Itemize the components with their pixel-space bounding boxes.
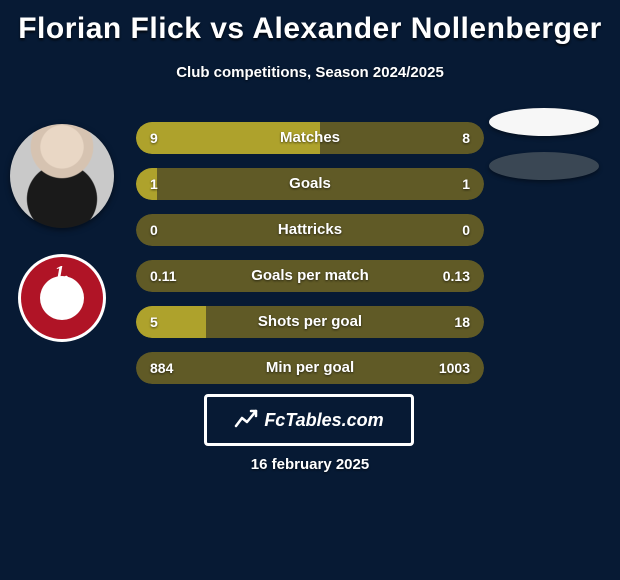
brand-badge: FcTables.com — [204, 394, 414, 446]
stat-label: Hattricks — [136, 214, 484, 246]
stat-label: Matches — [136, 122, 484, 154]
page-subtitle: Club competitions, Season 2024/2025 — [0, 64, 620, 81]
stat-row: 11Goals — [136, 168, 484, 200]
stat-row: 8841003Min per goal — [136, 352, 484, 384]
date-text: 16 february 2025 — [0, 456, 620, 473]
stat-label: Min per goal — [136, 352, 484, 384]
chart-icon — [234, 408, 258, 432]
stats-bars: 98Matches 11Goals 00Hattricks 0.110.13Goals… — [136, 122, 484, 384]
brand-text: FcTables.com — [264, 410, 383, 431]
player1-club-badge: 1. — [18, 254, 106, 342]
player2-column — [488, 108, 600, 180]
stat-row: 518Shots per goal — [136, 306, 484, 338]
stat-row: 0.110.13Goals per match — [136, 260, 484, 292]
stat-row: 00Hattricks — [136, 214, 484, 246]
player2-photo-placeholder — [489, 108, 599, 136]
player1-photo — [10, 124, 114, 228]
player1-column: 1. — [10, 124, 114, 342]
stat-row: 98Matches — [136, 122, 484, 154]
stat-label: Goals per match — [136, 260, 484, 292]
stat-label: Shots per goal — [136, 306, 484, 338]
page-title: Florian Flick vs Alexander Nollenberger — [0, 0, 620, 46]
stat-label: Goals — [136, 168, 484, 200]
player2-club-placeholder — [489, 152, 599, 180]
